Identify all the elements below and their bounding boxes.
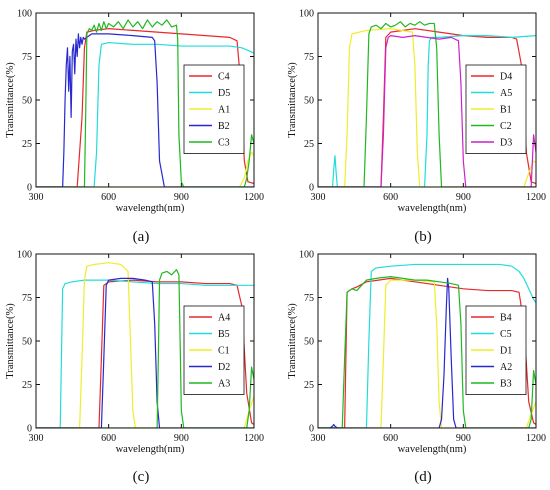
y-tick-label: 75 bbox=[304, 52, 314, 63]
series-line-B2 bbox=[36, 33, 254, 187]
y-axis-title: Transmittance(%) bbox=[287, 62, 298, 138]
chart-panel-d: 300 600 900 1200 0 25 50 75 100 wavelength(nm) Tra… bbox=[287, 250, 546, 486]
y-axis-title: Transmittance(%) bbox=[287, 303, 298, 379]
y-axis-title: Transmittance(%) bbox=[5, 62, 16, 138]
panel-label: (d) bbox=[414, 469, 432, 485]
x-tick-label: 600 bbox=[101, 192, 116, 203]
y-tick-label: 100 bbox=[299, 9, 314, 20]
x-axis-title: wavelength(nm) bbox=[398, 203, 467, 214]
y-tick-label: 25 bbox=[304, 139, 314, 150]
x-tick-label: 300 bbox=[29, 433, 44, 444]
legend-label: B2 bbox=[218, 121, 230, 132]
y-tick-label: 50 bbox=[304, 96, 314, 107]
x-tick-label: 600 bbox=[383, 192, 398, 203]
y-tick-label: 100 bbox=[299, 250, 314, 261]
y-tick-label: 75 bbox=[22, 293, 32, 304]
legend-label: B1 bbox=[500, 105, 512, 116]
y-tick-label: 25 bbox=[22, 380, 32, 391]
panel-label: (b) bbox=[414, 229, 432, 245]
legend-label: D1 bbox=[500, 346, 512, 357]
series-line-C5 bbox=[318, 263, 536, 428]
legend-label: A2 bbox=[500, 362, 512, 373]
x-tick-label: 1200 bbox=[526, 192, 546, 203]
legend-label: B4 bbox=[500, 313, 512, 324]
legend: B4 C5 D1 A2 B3 bbox=[465, 305, 527, 395]
legend-label: D5 bbox=[218, 88, 230, 99]
chart-panel-b: 300 600 900 1200 0 25 50 75 100 wavelength(nm) Tra… bbox=[287, 9, 546, 246]
legend-label: A1 bbox=[218, 105, 230, 116]
y-tick-label: 0 bbox=[27, 183, 32, 194]
x-tick-label: 900 bbox=[174, 192, 189, 203]
y-tick-label: 100 bbox=[17, 250, 32, 261]
series-line-C3 bbox=[36, 19, 254, 187]
x-tick-label: 900 bbox=[456, 433, 471, 444]
legend-label: B5 bbox=[218, 329, 230, 340]
series-line-A4 bbox=[36, 279, 254, 428]
x-tick-label: 900 bbox=[456, 192, 471, 203]
legend-label: C1 bbox=[218, 346, 230, 357]
y-tick-label: 25 bbox=[304, 380, 314, 391]
legend-label: C4 bbox=[218, 72, 230, 83]
y-tick-label: 50 bbox=[304, 337, 314, 348]
legend-label: C2 bbox=[500, 121, 512, 132]
series-line-B3 bbox=[318, 276, 536, 428]
series-line-A5 bbox=[318, 35, 536, 187]
legend: C4 D5 A1 B2 C3 bbox=[183, 64, 245, 154]
x-tick-label: 600 bbox=[383, 433, 398, 444]
series-line-D5 bbox=[36, 41, 254, 187]
series-group bbox=[36, 262, 254, 428]
series-line-A2 bbox=[318, 277, 536, 428]
chart-panel-a: 300 600 900 1200 0 25 50 75 100 wavelength(nm) Tra… bbox=[5, 9, 264, 246]
x-tick-label: 1200 bbox=[244, 192, 264, 203]
x-axis-title: wavelength(nm) bbox=[116, 444, 185, 455]
panel-label: (c) bbox=[133, 469, 150, 485]
series-line-C2 bbox=[318, 21, 536, 187]
series-line-D1 bbox=[318, 279, 536, 428]
x-tick-label: 900 bbox=[174, 433, 189, 444]
x-tick-label: 300 bbox=[29, 192, 44, 203]
legend-label: A4 bbox=[218, 313, 230, 324]
series-group bbox=[318, 21, 536, 187]
x-tick-label: 1200 bbox=[244, 433, 264, 444]
y-tick-label: 50 bbox=[22, 96, 32, 107]
x-tick-label: 1200 bbox=[526, 433, 546, 444]
x-axis-title: wavelength(nm) bbox=[116, 203, 185, 214]
legend-label: C3 bbox=[218, 138, 230, 149]
y-tick-label: 0 bbox=[309, 424, 314, 435]
series-line-A1 bbox=[36, 151, 254, 187]
legend: A4 B5 C1 D2 A3 bbox=[183, 305, 245, 395]
legend-label: D3 bbox=[500, 138, 512, 149]
y-axis-title: Transmittance(%) bbox=[5, 303, 16, 379]
legend-label: D2 bbox=[218, 362, 230, 373]
chart-panel-c: 300 600 900 1200 0 25 50 75 100 wavelength(nm) Tra… bbox=[5, 250, 264, 486]
legend-label: B3 bbox=[500, 379, 512, 390]
y-tick-label: 100 bbox=[17, 9, 32, 20]
series-line-D3 bbox=[318, 35, 536, 187]
legend-label: A3 bbox=[218, 379, 230, 390]
x-tick-label: 600 bbox=[101, 433, 116, 444]
y-tick-label: 50 bbox=[22, 337, 32, 348]
legend-label: D4 bbox=[500, 72, 512, 83]
series-line-A3 bbox=[36, 269, 254, 428]
y-tick-label: 25 bbox=[22, 139, 32, 150]
series-line-C1 bbox=[36, 262, 254, 428]
x-tick-label: 300 bbox=[311, 433, 326, 444]
legend: D4 A5 B1 C2 D3 bbox=[465, 64, 527, 154]
legend-label: C5 bbox=[500, 329, 512, 340]
legend-label: A5 bbox=[500, 88, 512, 99]
series-line-B5 bbox=[36, 279, 254, 428]
y-tick-label: 0 bbox=[27, 424, 32, 435]
y-tick-label: 0 bbox=[309, 183, 314, 194]
y-tick-label: 75 bbox=[22, 52, 32, 63]
series-line-B1 bbox=[318, 28, 536, 187]
series-group bbox=[318, 263, 536, 428]
panel-label: (a) bbox=[133, 229, 150, 245]
y-tick-label: 75 bbox=[304, 293, 314, 304]
x-axis-title: wavelength(nm) bbox=[398, 444, 467, 455]
x-tick-label: 300 bbox=[311, 192, 326, 203]
